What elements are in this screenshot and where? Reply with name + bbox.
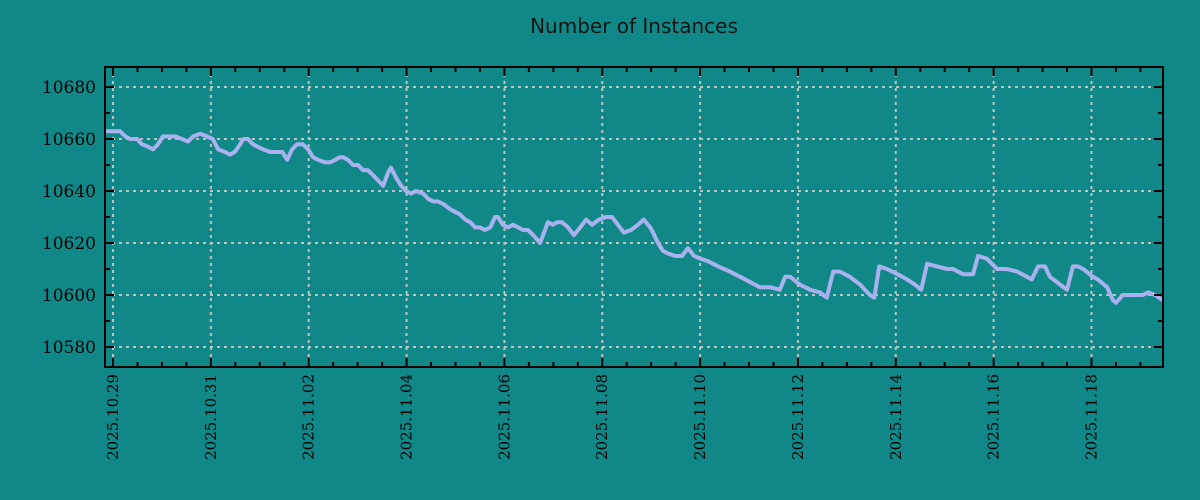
- x-tick-label: 2025.10.29: [104, 374, 122, 460]
- y-tick-label: 10660: [42, 130, 96, 150]
- x-tick-label: 2025.11.04: [398, 374, 416, 460]
- x-tick-label: 2025.11.18: [1082, 374, 1100, 460]
- x-tick-label: 2025.11.06: [495, 374, 513, 460]
- x-tick-label: 2025.11.10: [691, 374, 709, 460]
- x-tick-label: 2025.11.08: [593, 374, 611, 460]
- y-tick-label: 10620: [42, 234, 96, 254]
- y-tick-label: 10580: [42, 338, 96, 358]
- x-tick-label: 2025.11.16: [985, 374, 1003, 460]
- chart-title: Number of Instances: [530, 14, 738, 38]
- x-tick-label: 2025.11.02: [300, 374, 318, 460]
- y-tick-label: 10680: [42, 78, 96, 98]
- x-tick-label: 2025.11.14: [887, 374, 905, 460]
- x-tick-label: 2025.11.12: [789, 374, 807, 460]
- y-tick-label: 10600: [42, 286, 96, 306]
- x-tick-label: 2025.10.31: [202, 374, 220, 460]
- y-tick-label: 10640: [42, 182, 96, 202]
- series-line: [105, 129, 1165, 305]
- plot-border: [104, 66, 1164, 368]
